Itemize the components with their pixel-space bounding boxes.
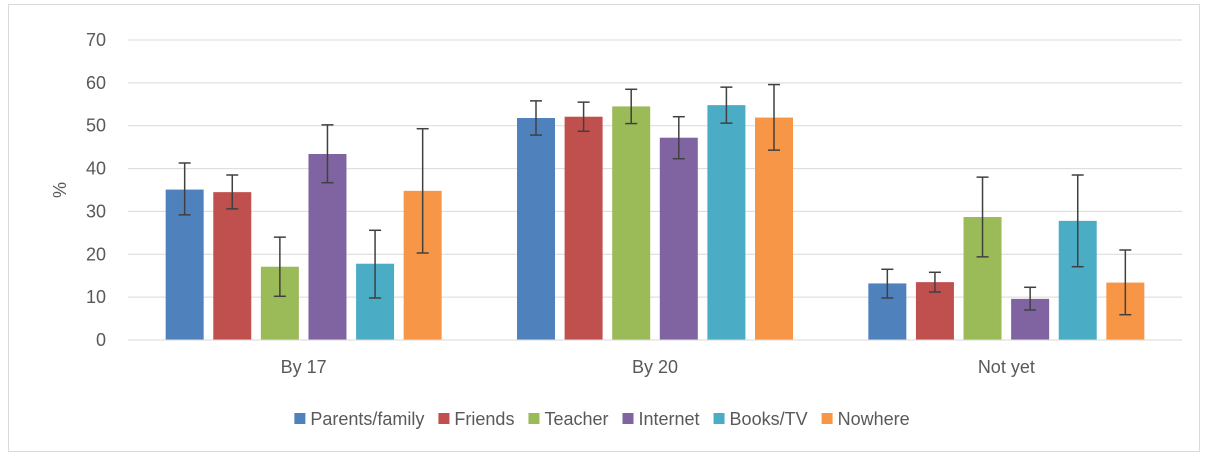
- bar: [755, 117, 793, 340]
- legend-swatch: [438, 413, 450, 424]
- error-bar: [720, 86, 733, 124]
- legend-item: Internet: [622, 409, 700, 429]
- legend-label: Nowhere: [838, 409, 910, 429]
- bar: [213, 192, 252, 340]
- bars: [165, 105, 1145, 341]
- legend-swatch: [821, 413, 833, 424]
- error-bar: [369, 229, 382, 299]
- error-bar: [1119, 249, 1132, 316]
- x-axis-categories: By 17 By 20 Not yet: [281, 357, 1035, 377]
- legend-swatch: [622, 413, 634, 424]
- y-tick-label: 30: [86, 201, 106, 221]
- bar: [308, 154, 347, 340]
- bar: [564, 116, 603, 340]
- error-bar: [577, 101, 590, 133]
- y-tick-label: 50: [86, 116, 106, 136]
- legend-item: Parents/family: [294, 409, 424, 429]
- legend-label: Friends: [454, 409, 514, 429]
- bar: [612, 106, 651, 340]
- error-bar: [881, 268, 894, 299]
- x-category-label: Not yet: [978, 357, 1035, 377]
- y-tick-label: 40: [86, 159, 106, 179]
- gridlines: [128, 39, 1182, 298]
- legend-label: Internet: [639, 409, 700, 429]
- x-category-label: By 17: [281, 357, 327, 377]
- y-axis-ticks: 0 10 20 30 40 50 60 70: [86, 30, 106, 350]
- bar: [707, 105, 746, 341]
- error-bar: [273, 236, 286, 298]
- error-bar: [672, 115, 685, 160]
- legend-label: Teacher: [544, 409, 608, 429]
- y-tick-label: 20: [86, 244, 106, 264]
- error-bar: [321, 124, 334, 184]
- legend-item: Friends: [438, 409, 514, 429]
- legend-swatch: [528, 413, 540, 424]
- bar: [659, 137, 698, 340]
- error-bar: [928, 271, 941, 293]
- legend: Parents/family Friends Teacher Internet Book…: [294, 409, 910, 429]
- bar: [517, 118, 555, 340]
- error-bar: [768, 83, 780, 151]
- legend-item: Teacher: [528, 409, 609, 429]
- error-bar: [1071, 174, 1084, 268]
- error-bar: [178, 162, 191, 216]
- y-axis-title: %: [50, 182, 70, 198]
- error-bar: [976, 176, 989, 258]
- y-tick-label: 60: [86, 73, 106, 93]
- legend-swatch: [294, 413, 306, 424]
- error-bar: [530, 100, 542, 136]
- legend-label: Books/TV: [730, 409, 808, 429]
- error-bar: [625, 88, 638, 125]
- legend-item: Nowhere: [821, 409, 910, 429]
- legend-item: Books/TV: [713, 409, 808, 429]
- x-category-label: By 20: [632, 357, 678, 377]
- legend-label: Parents/family: [310, 409, 424, 429]
- error-bars: [178, 83, 1132, 316]
- error-bar: [226, 174, 239, 210]
- y-tick-label: 0: [96, 330, 106, 350]
- error-bar: [1024, 286, 1037, 311]
- y-tick-label: 10: [86, 287, 106, 307]
- legend-swatch: [713, 413, 725, 424]
- error-bar: [416, 127, 429, 254]
- y-tick-label: 70: [86, 30, 106, 50]
